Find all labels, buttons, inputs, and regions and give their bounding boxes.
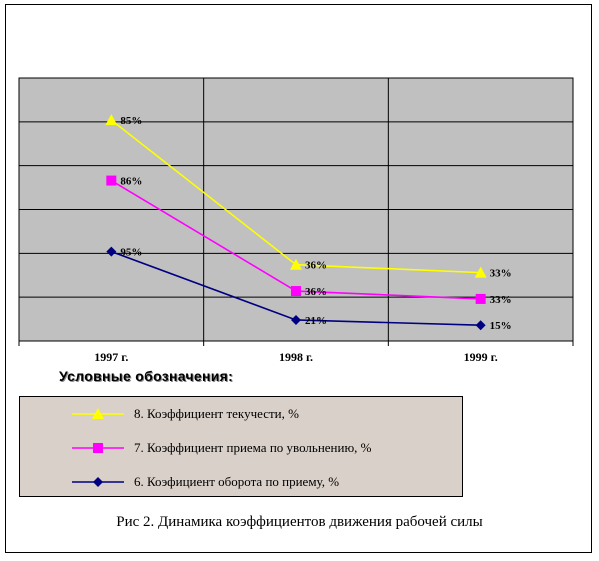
data-label: 86%	[120, 176, 142, 188]
legend-marker	[93, 443, 103, 453]
legend-swatch	[72, 443, 124, 453]
data-labels: 95% 21% 15% 86% 36% 33% 85% 36% 33%	[120, 115, 511, 332]
series-point	[290, 258, 302, 270]
series-point	[106, 175, 117, 186]
data-label: 36%	[305, 260, 327, 272]
series-point	[475, 320, 486, 331]
series-point	[474, 266, 487, 278]
data-label: 15%	[490, 320, 512, 332]
x-tick-label: 1999 г.	[464, 350, 498, 364]
legend-heading: Условные обозначения:	[59, 368, 234, 384]
legend-swatch	[72, 408, 124, 419]
legend-swatch	[72, 477, 124, 487]
legend-item: 8. Коэффициент текучести, %	[70, 405, 299, 423]
series-point	[475, 293, 486, 304]
data-label: 36%	[305, 286, 327, 298]
legend-item: 6. Коэфициент оборота по приему, %	[70, 473, 339, 491]
x-axis: 1997 г. 1998 г. 1999 г.	[18, 341, 574, 364]
series-point	[105, 114, 118, 126]
legend-marker	[93, 477, 103, 487]
data-label: 85%	[120, 115, 142, 127]
figure-frame	[5, 4, 592, 553]
data-label: 33%	[490, 268, 512, 280]
figure-caption: Рис 2. Динамика коэффициентов движения р…	[116, 514, 483, 530]
series-point	[291, 314, 301, 325]
legend: 8. Коэффициент текучести, % 7. Коэффициен…	[19, 396, 463, 497]
legend-marker	[92, 408, 104, 419]
legend-item: 7. Коэффициент приема по увольнению, %	[70, 439, 372, 457]
x-tick-label: 1997 г.	[94, 350, 128, 364]
legend-label: 7. Коэффициент приема по увольнению, %	[134, 440, 372, 455]
data-label: 95%	[120, 247, 142, 259]
series-point	[291, 286, 301, 297]
legend-label: 8. Коэффициент текучести, %	[134, 406, 299, 421]
series-group	[105, 114, 487, 331]
data-label: 33%	[490, 294, 512, 306]
series-point	[106, 246, 117, 257]
data-label: 21%	[305, 315, 327, 327]
x-tick-label: 1998 г.	[279, 350, 313, 364]
line-chart: 1997 г. 1998 г. 1999 г. 95% 21% 15% 86% 36% 33%…	[18, 77, 574, 364]
legend-label: 6. Коэфициент оборота по приему, %	[134, 474, 340, 489]
